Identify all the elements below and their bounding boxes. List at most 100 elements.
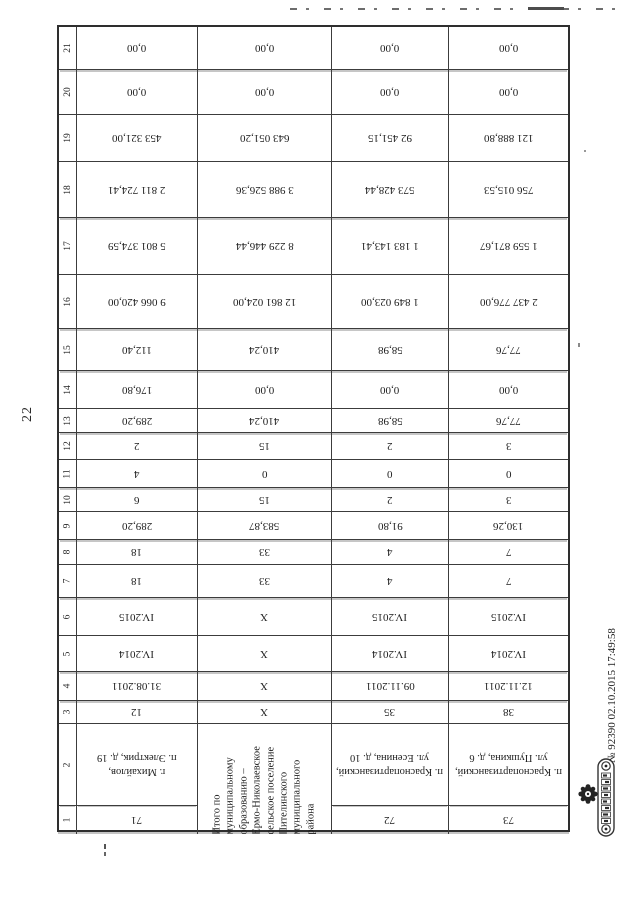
itogo-cell: Итого по муниципальному образованию – Ер…	[211, 746, 317, 834]
data-cell: 583,87	[249, 519, 280, 532]
data-cell: 77,76	[496, 414, 521, 427]
data-cell: IV.2015	[490, 610, 526, 623]
table-band: 12 2 15 2 3	[59, 433, 568, 460]
data-cell: 33	[258, 575, 270, 587]
column-number: 4	[62, 683, 73, 689]
data-cell: 3	[505, 440, 512, 452]
column-number: 1	[62, 817, 73, 823]
registration-stamp	[578, 756, 618, 840]
data-cell: 58,98	[377, 414, 403, 427]
data-cell: 2	[387, 493, 393, 506]
column-number: 3	[62, 709, 73, 715]
table-band: 3 12 X 35 38	[59, 701, 568, 724]
data-cell: 0	[387, 467, 393, 480]
data-cell: 0,00	[498, 86, 519, 98]
data-cell: 2 437 776,00	[479, 295, 538, 308]
data-cell: 1 183 143,41	[361, 240, 419, 252]
data-cell: 58,98	[377, 343, 403, 356]
column-number: 20	[62, 87, 73, 97]
data-cell: 0,00	[254, 42, 274, 54]
column-number: 17	[62, 241, 73, 251]
column-number: 16	[62, 296, 73, 307]
data-cell: 1 559 871,67	[479, 240, 538, 252]
column-number: 18	[62, 184, 73, 195]
scan-artifact-mark	[104, 852, 106, 856]
table-band: 11 4 0 0 0	[59, 460, 568, 488]
data-cell: 5 801 374,59	[108, 240, 166, 252]
table-band: 9 289,20 583,87 91,80 130,26	[59, 512, 568, 540]
data-cell: 756 015,53	[483, 183, 534, 196]
table-band: 10 6 15 2 3	[59, 488, 568, 512]
data-cell: 6	[134, 493, 140, 506]
table-band: 5 IV.2014 X IV.2014 IV.2014	[59, 636, 568, 672]
data-cell: 3	[505, 493, 512, 506]
column-number: 19	[62, 133, 73, 143]
data-cell: X	[260, 680, 269, 692]
scan-speck	[584, 150, 586, 152]
data-cell: 2	[134, 440, 140, 452]
row-id-cell: 73	[502, 814, 514, 826]
data-cell: 0,00	[127, 86, 147, 98]
table-band: 4 31.08.2011 X 09.11.2011 12.11.2011	[59, 672, 568, 701]
scan-artifact-mark	[104, 844, 106, 849]
table-bottom-section: 2 1 г. Михайлов, п. Электрик, д. 19 71 И…	[59, 724, 568, 834]
data-cell: 77,76	[496, 343, 521, 356]
data-cell: 453 321,00	[112, 132, 162, 144]
data-cell: 2 811 724,41	[108, 183, 166, 196]
data-cell: 130,26	[493, 519, 524, 532]
data-cell: X	[260, 647, 269, 660]
table-band: 15 112,40 410,24 58,98 77,76	[59, 329, 568, 371]
column-number: 2	[62, 762, 73, 767]
data-cell: 573 428,44	[365, 183, 415, 196]
row-id-cell: 72	[384, 814, 396, 826]
data-cell: 176,80	[121, 383, 152, 396]
data-cell: 38	[502, 706, 514, 718]
rotated-table: 21 0,00 0,00 0,00 0,00 20 0,00 0,00 0,00…	[57, 25, 570, 834]
page-number: 22	[20, 406, 35, 422]
column-number: 11	[62, 468, 73, 479]
data-cell: 0,00	[380, 383, 400, 396]
data-cell: 410,24	[249, 343, 280, 356]
data-cell: 0	[261, 467, 268, 480]
column-number: 9	[62, 523, 73, 528]
column-number: 10	[62, 494, 73, 505]
data-cell: 7	[505, 546, 512, 558]
scan-artifact-dash	[528, 7, 564, 10]
data-cell: 15	[258, 440, 270, 452]
data-cell: 2	[387, 440, 393, 452]
data-cell: 35	[384, 706, 396, 718]
data-cell: IV.2014	[372, 647, 408, 660]
column-number: 21	[62, 43, 73, 53]
column-number: 8	[62, 549, 73, 555]
data-cell: IV.2015	[119, 610, 155, 623]
data-cell: 0,00	[380, 86, 400, 98]
data-cell: 18	[131, 575, 143, 587]
data-cell: 289,20	[121, 519, 152, 532]
data-cell: IV.2015	[372, 610, 408, 623]
table-band: 8 18 33 4 7	[59, 540, 568, 565]
data-cell: X	[260, 706, 269, 718]
data-cell: 1 849 023,00	[361, 295, 419, 308]
data-cell: 18	[131, 546, 143, 558]
table-band: 13 289,20 410,24 58,98 77,76	[59, 409, 568, 433]
data-cell: 121 888,80	[483, 132, 534, 144]
data-cell: 12.11.2011	[484, 680, 533, 692]
scan-artifact-dashes	[290, 8, 622, 10]
column-number: 7	[62, 578, 73, 584]
data-cell: 15	[258, 493, 270, 506]
data-cell: 12 861 024,00	[232, 295, 296, 308]
table-band: 21 0,00 0,00 0,00 0,00	[59, 27, 568, 70]
table-band: 6 IV.2015 X IV.2015 IV.2015	[59, 598, 568, 636]
data-cell: 0,00	[498, 42, 519, 54]
data-cell: IV.2014	[119, 647, 155, 660]
data-cell: 289,20	[121, 414, 152, 427]
table-band: 18 2 811 724,41 3 988 526,36 573 428,44 …	[59, 162, 568, 218]
data-cell: 0,00	[127, 42, 147, 54]
address-cell: п. Краснопартизанский, ул. Есенина, д. 1…	[336, 752, 444, 778]
data-cell: 31.08.2011	[112, 680, 162, 692]
data-cell: 91,80	[377, 519, 403, 532]
table-band: 17 5 801 374,59 8 229 446,44 1 183 143,4…	[59, 218, 568, 275]
data-cell: 0	[505, 467, 512, 480]
column-number: 6	[62, 614, 73, 619]
scan-speck	[578, 343, 580, 347]
